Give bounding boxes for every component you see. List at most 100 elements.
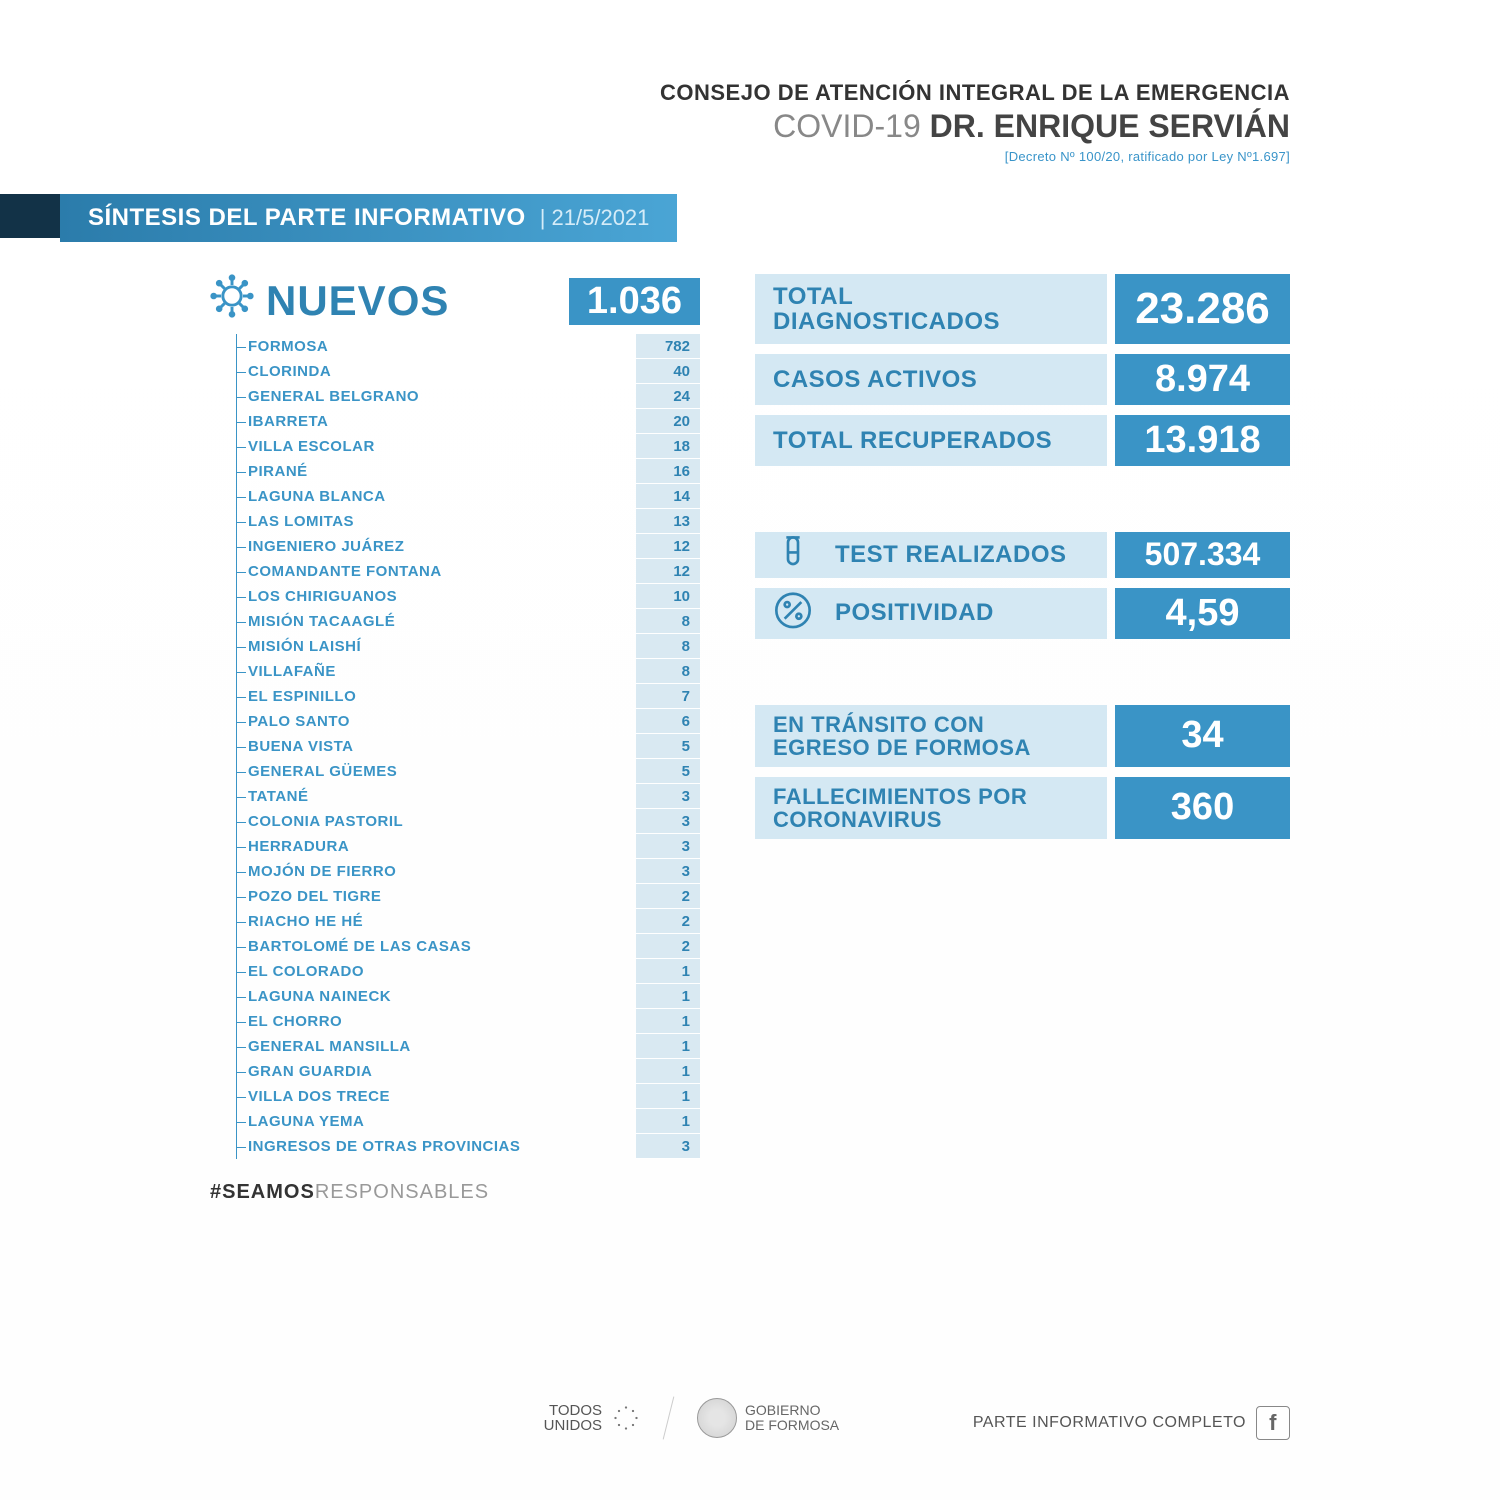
city-name: GENERAL GÜEMES bbox=[246, 759, 636, 784]
hashtag: #SEAMOSRESPONSABLES bbox=[210, 1181, 700, 1204]
city-value: 12 bbox=[636, 559, 700, 584]
stat-recovered-value: 13.918 bbox=[1115, 415, 1290, 466]
city-value: 16 bbox=[636, 459, 700, 484]
city-name: LAS LOMITAS bbox=[246, 509, 636, 534]
title-lead-strip bbox=[0, 194, 60, 238]
city-name: RIACHO HE HÉ bbox=[246, 909, 636, 934]
city-name: CLORINDA bbox=[246, 359, 636, 384]
city-value: 1 bbox=[636, 1059, 700, 1084]
footer: TODOS UNIDOS GOBIERNO DE FORMO bbox=[210, 1396, 1290, 1440]
virus-icon bbox=[210, 274, 254, 328]
table-row: MISIÓN LAISHÍ8 bbox=[210, 634, 700, 659]
table-row: BUENA VISTA5 bbox=[210, 734, 700, 759]
city-name: PIRANÉ bbox=[246, 459, 636, 484]
doctor-name: DR. ENRIQUE SERVIÁN bbox=[930, 108, 1290, 144]
table-row: COMANDANTE FONTANA12 bbox=[210, 559, 700, 584]
nuevos-label: NUEVOS bbox=[266, 277, 449, 325]
stat-recovered-label: TOTAL RECUPERADOS bbox=[755, 415, 1107, 466]
stat-block-top: TOTAL DIAGNOSTICADOS 23.286 CASOS ACTIVO… bbox=[755, 274, 1290, 466]
table-row: INGRESOS DE OTRAS PROVINCIAS3 bbox=[210, 1134, 700, 1159]
table-row: LAGUNA BLANCA14 bbox=[210, 484, 700, 509]
city-name: MISIÓN LAISHÍ bbox=[246, 634, 636, 659]
title-bar: SÍNTESIS DEL PARTE INFORMATIVO | 21/5/20… bbox=[0, 194, 1290, 242]
stat-diagnosed: TOTAL DIAGNOSTICADOS 23.286 bbox=[755, 274, 1290, 344]
table-row: LAS LOMITAS13 bbox=[210, 509, 700, 534]
gobierno-logo: GOBIERNO DE FORMOSA bbox=[697, 1398, 839, 1438]
city-value: 8 bbox=[636, 634, 700, 659]
stat-diagnosed-value: 23.286 bbox=[1115, 274, 1290, 344]
stat-block-mid: TEST REALIZADOS 507.334 bbox=[755, 532, 1290, 638]
city-name: MISIÓN TACAAGLÉ bbox=[246, 609, 636, 634]
council-line: CONSEJO DE ATENCIÓN INTEGRAL DE LA EMERG… bbox=[210, 80, 1290, 106]
city-name: GRAN GUARDIA bbox=[246, 1059, 636, 1084]
city-name: MOJÓN DE FIERRO bbox=[246, 859, 636, 884]
city-value: 12 bbox=[636, 534, 700, 559]
city-value: 3 bbox=[636, 1134, 700, 1159]
stat-active-label: CASOS ACTIVOS bbox=[755, 354, 1107, 405]
stat-deaths-value: 360 bbox=[1115, 777, 1290, 839]
city-name: TATANÉ bbox=[246, 784, 636, 809]
stat-diagnosed-label: TOTAL DIAGNOSTICADOS bbox=[755, 274, 1107, 344]
city-value: 24 bbox=[636, 384, 700, 409]
city-value: 1 bbox=[636, 984, 700, 1009]
table-row: TATANÉ3 bbox=[210, 784, 700, 809]
city-name: EL CHORRO bbox=[246, 1009, 636, 1034]
city-value: 7 bbox=[636, 684, 700, 709]
table-row: GENERAL GÜEMES5 bbox=[210, 759, 700, 784]
city-value: 8 bbox=[636, 659, 700, 684]
table-row: POZO DEL TIGRE2 bbox=[210, 884, 700, 909]
city-value: 10 bbox=[636, 584, 700, 609]
stat-active: CASOS ACTIVOS 8.974 bbox=[755, 354, 1290, 405]
stat-deaths-label: FALLECIMIENTOS POR CORONAVIRUS bbox=[755, 777, 1107, 839]
stat-tests: TEST REALIZADOS 507.334 bbox=[755, 532, 1290, 577]
footer-parte-link[interactable]: PARTE INFORMATIVO COMPLETO f bbox=[973, 1406, 1290, 1440]
city-value: 3 bbox=[636, 784, 700, 809]
stat-positivity: POSITIVIDAD 4,59 bbox=[755, 588, 1290, 639]
seal-icon bbox=[697, 1398, 737, 1438]
table-row: VILLA ESCOLAR18 bbox=[210, 434, 700, 459]
city-value: 2 bbox=[636, 909, 700, 934]
city-name: LAGUNA YEMA bbox=[246, 1109, 636, 1134]
table-row: VILLAFAÑE8 bbox=[210, 659, 700, 684]
city-value: 2 bbox=[636, 884, 700, 909]
table-row: MISIÓN TACAAGLÉ8 bbox=[210, 609, 700, 634]
table-row: CLORINDA40 bbox=[210, 359, 700, 384]
city-value: 5 bbox=[636, 734, 700, 759]
stat-positivity-value: 4,59 bbox=[1115, 588, 1290, 639]
city-value: 5 bbox=[636, 759, 700, 784]
city-name: FORMOSA bbox=[246, 334, 636, 359]
city-value: 6 bbox=[636, 709, 700, 734]
table-row: FORMOSA782 bbox=[210, 334, 700, 359]
city-name: BARTOLOMÉ DE LAS CASAS bbox=[246, 934, 636, 959]
table-row: PALO SANTO6 bbox=[210, 709, 700, 734]
city-name: COMANDANTE FONTANA bbox=[246, 559, 636, 584]
table-row: EL COLORADO1 bbox=[210, 959, 700, 984]
table-row: COLONIA PASTORIL3 bbox=[210, 809, 700, 834]
city-name: GENERAL BELGRANO bbox=[246, 384, 636, 409]
city-value: 3 bbox=[636, 859, 700, 884]
city-name: LAGUNA BLANCA bbox=[246, 484, 636, 509]
stat-active-value: 8.974 bbox=[1115, 354, 1290, 405]
city-name: IBARRETA bbox=[246, 409, 636, 434]
table-row: GRAN GUARDIA1 bbox=[210, 1059, 700, 1084]
covid-badge: COVID-19 bbox=[773, 108, 921, 144]
stat-recovered: TOTAL RECUPERADOS 13.918 bbox=[755, 415, 1290, 466]
city-name: LOS CHIRIGUANOS bbox=[246, 584, 636, 609]
nuevos-header: NUEVOS 1.036 bbox=[210, 274, 700, 328]
city-value: 1 bbox=[636, 1034, 700, 1059]
stat-tests-label: TEST REALIZADOS bbox=[755, 532, 1107, 577]
city-value: 8 bbox=[636, 609, 700, 634]
table-row: IBARRETA20 bbox=[210, 409, 700, 434]
city-value: 14 bbox=[636, 484, 700, 509]
stat-transit-value: 34 bbox=[1115, 705, 1290, 767]
city-value: 3 bbox=[636, 809, 700, 834]
stat-block-bottom: EN TRÁNSITO CON EGRESO DE FORMOSA 34 FAL… bbox=[755, 705, 1290, 839]
nuevos-total: 1.036 bbox=[569, 278, 700, 325]
content-columns: NUEVOS 1.036 FORMOSA782CLORINDA40GENERAL… bbox=[210, 274, 1290, 1204]
table-row: LAGUNA YEMA1 bbox=[210, 1109, 700, 1134]
table-row: BARTOLOMÉ DE LAS CASAS2 bbox=[210, 934, 700, 959]
infographic-page: CONSEJO DE ATENCIÓN INTEGRAL DE LA EMERG… bbox=[0, 0, 1500, 1500]
city-value: 3 bbox=[636, 834, 700, 859]
stat-positivity-label: POSITIVIDAD bbox=[755, 588, 1107, 639]
table-row: GENERAL BELGRANO24 bbox=[210, 384, 700, 409]
